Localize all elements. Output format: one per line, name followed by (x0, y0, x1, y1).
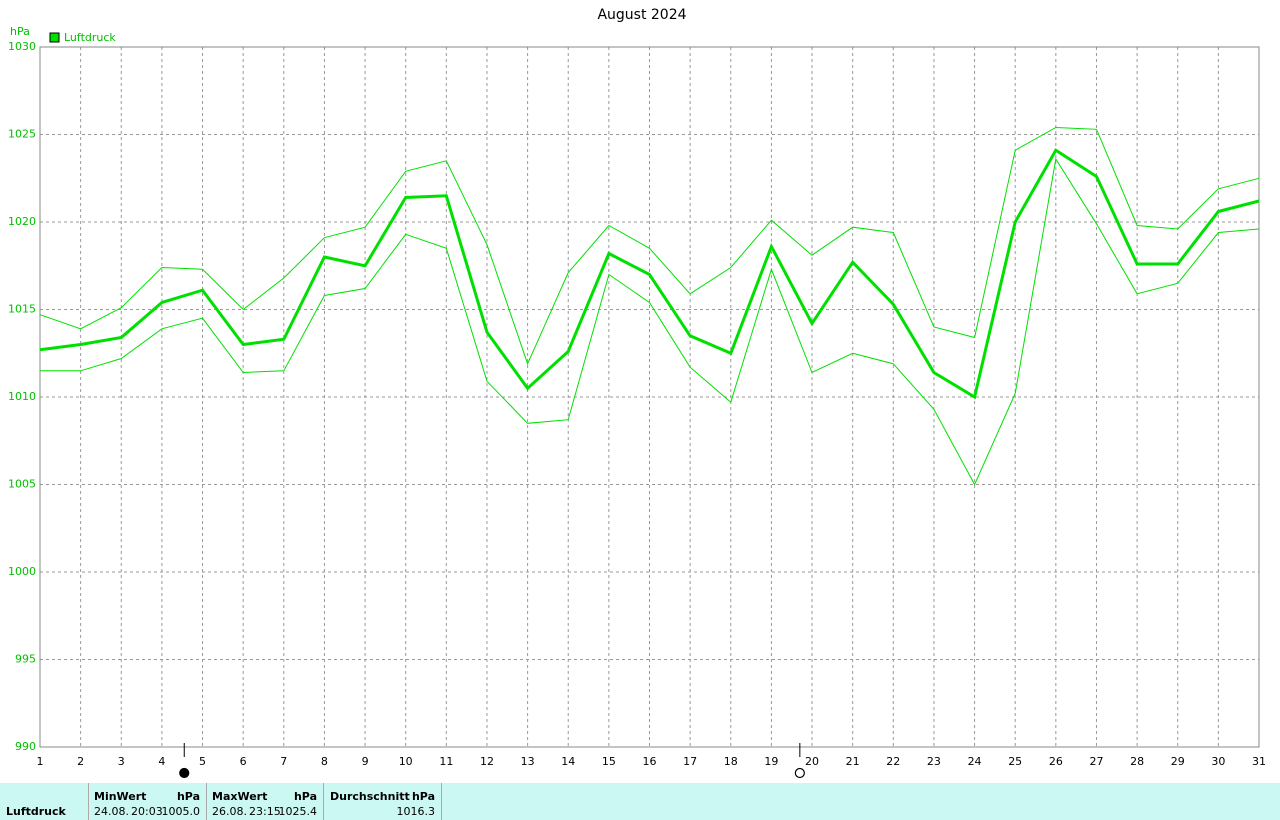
time: 23:15 (249, 805, 281, 818)
y-tick-label: 990 (15, 740, 36, 753)
x-tick-label: 22 (886, 755, 900, 768)
col-unit: hPa (293, 790, 317, 803)
x-tick-label: 16 (643, 755, 657, 768)
y-tick-label: 1025 (8, 128, 36, 141)
x-tick-label: 14 (561, 755, 575, 768)
x-tick-label: 1 (37, 755, 44, 768)
y-tick-label: 1030 (8, 40, 36, 53)
x-tick-label: 10 (399, 755, 413, 768)
legend-label: Luftdruck (64, 31, 116, 44)
y-tick-label: 1010 (8, 390, 36, 403)
x-tick-label: 7 (280, 755, 287, 768)
date: 26.08. (212, 805, 247, 818)
time: 20:03 (131, 805, 163, 818)
max-cell: MaxWert hPa 26.08. 23:15 1025.4 (207, 783, 324, 820)
x-tick-label: 4 (158, 755, 165, 768)
y-tick-label: 1005 (8, 478, 36, 491)
x-tick-label: 20 (805, 755, 819, 768)
x-tick-label: 8 (321, 755, 328, 768)
x-tick-label: 21 (846, 755, 860, 768)
value: 1016.3 (396, 805, 436, 818)
x-tick-label: 18 (724, 755, 738, 768)
x-tick-label: 2 (77, 755, 84, 768)
stats-table: Luftdruck MinWert hPa 24.08. 20:03 1005.… (0, 783, 1280, 820)
y-tick-label: 1020 (8, 215, 36, 228)
x-tick-label: 31 (1252, 755, 1266, 768)
x-tick-label: 23 (927, 755, 941, 768)
date: 24.08. (94, 805, 129, 818)
series-line (40, 157, 1260, 486)
x-tick-label: 27 (1089, 755, 1103, 768)
x-tick-label: 3 (118, 755, 125, 768)
x-tick-label: 15 (602, 755, 616, 768)
col-title: MaxWert (212, 790, 268, 803)
col-unit: hPa (411, 790, 435, 803)
x-tick-label: 5 (199, 755, 206, 768)
x-tick-label: 29 (1171, 755, 1185, 768)
row-cell: Luftdruck (0, 783, 89, 820)
moon-marker (179, 767, 190, 779)
value: 1005.0 (161, 805, 201, 818)
moon-marker (794, 767, 805, 779)
value: 1025.4 (278, 805, 318, 818)
chart: August 2024 hPa 990995100010051010101510… (8, 7, 1266, 779)
y-tick-label: 1015 (8, 303, 36, 316)
plot-frame (39, 46, 1260, 748)
row-label: Luftdruck (6, 805, 66, 818)
x-tick-label: 26 (1049, 755, 1063, 768)
x-tick-label: 6 (240, 755, 247, 768)
y-tick-label: 1000 (8, 565, 36, 578)
series-line (39, 126, 1260, 366)
avg-cell: Durchschnitt hPa 1016.3 (324, 783, 442, 820)
x-tick-label: 9 (362, 755, 369, 768)
x-tick-label: 25 (1008, 755, 1022, 768)
x-tick-label: 17 (683, 755, 697, 768)
x-tick-label: 30 (1211, 755, 1225, 768)
x-tick-label: 13 (521, 755, 535, 768)
legend-swatch (49, 32, 60, 43)
x-tick-label: 11 (439, 755, 453, 768)
y-axis-label: hPa (10, 25, 30, 38)
y-tick-label: 995 (15, 653, 36, 666)
col-unit: hPa (176, 790, 200, 803)
col-title: Durchschnitt (330, 790, 410, 803)
min-cell: MinWert hPa 24.08. 20:03 1005.0 (89, 783, 207, 820)
chart-title: August 2024 (597, 7, 686, 23)
col-title: MinWert (94, 790, 147, 803)
x-tick-label: 19 (764, 755, 778, 768)
series-line (39, 148, 1260, 400)
x-tick-label: 24 (968, 755, 982, 768)
x-tick-label: 12 (480, 755, 494, 768)
x-tick-label: 28 (1130, 755, 1144, 768)
